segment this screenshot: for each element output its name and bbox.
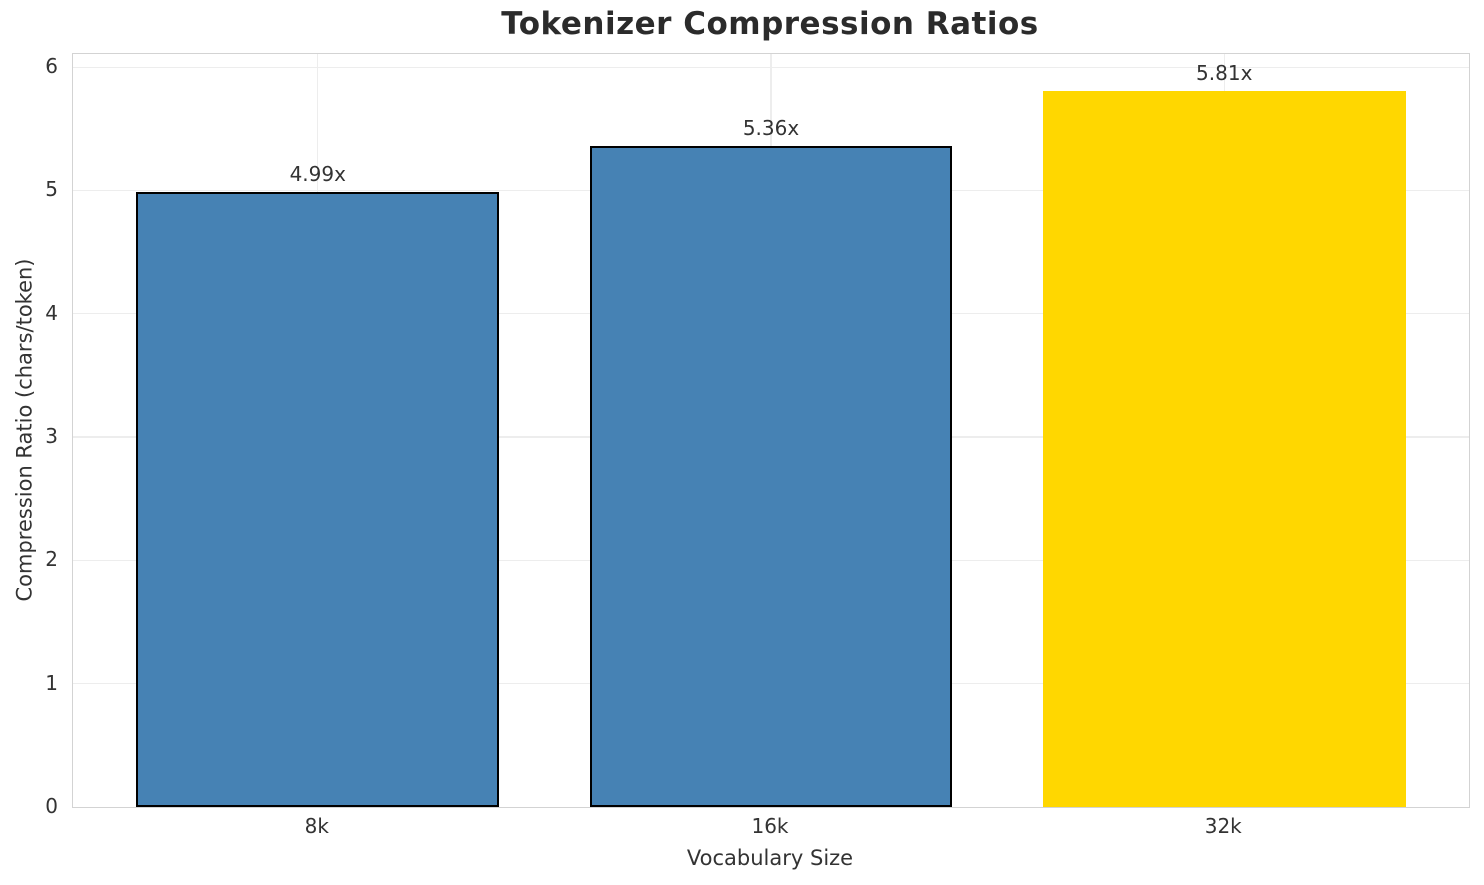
y-tick-label: 5 — [45, 177, 58, 202]
y-tick-label: 3 — [45, 424, 58, 449]
bar-value-label: 4.99x — [289, 161, 346, 186]
bar — [1042, 90, 1406, 807]
bar-value-label: 5.36x — [742, 116, 800, 141]
x-axis-label: Vocabulary Size — [686, 846, 854, 870]
x-tick-label: 32k — [1204, 814, 1242, 838]
x-tick-label: 8k — [304, 814, 329, 838]
bar — [136, 191, 500, 807]
y-tick-label: 1 — [45, 670, 58, 695]
y-axis-label: Compression Ratio (chars/token) — [12, 258, 37, 602]
chart-title: Tokenizer Compression Ratios — [501, 6, 1039, 42]
x-tick-label: 16k — [751, 814, 789, 838]
bar-value-label: 5.81x — [1196, 60, 1253, 85]
plot-area: 4.99x 5.36x 5.81x — [72, 53, 1470, 808]
bar — [589, 146, 953, 807]
y-tick-label: 4 — [45, 300, 58, 325]
y-tick-label: 6 — [45, 54, 58, 79]
y-tick-label: 2 — [45, 547, 58, 572]
y-tick-label: 0 — [45, 794, 58, 818]
